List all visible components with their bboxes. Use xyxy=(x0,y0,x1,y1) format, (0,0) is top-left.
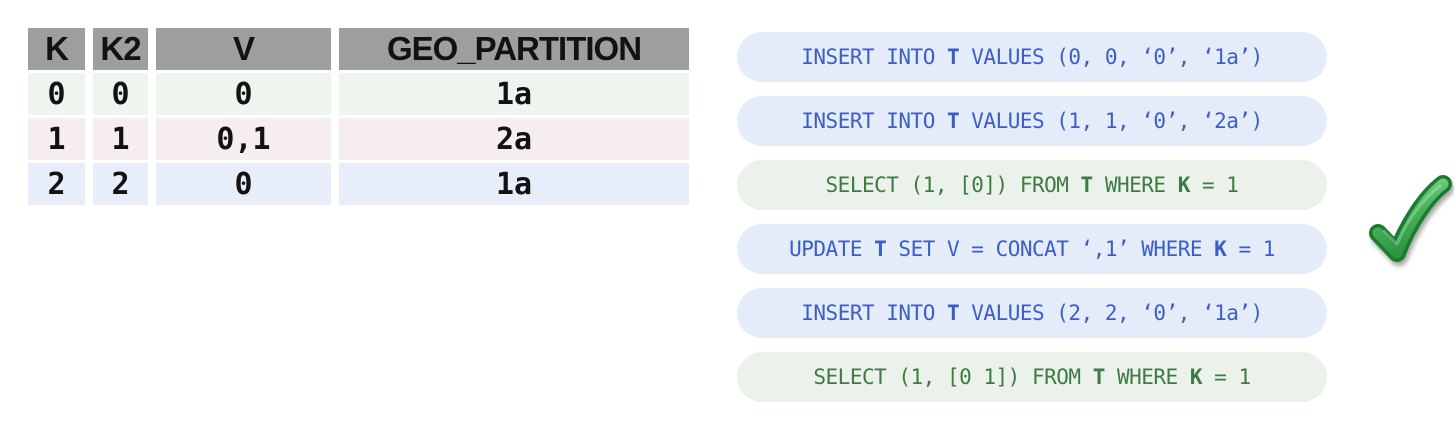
checkmark-svg xyxy=(1369,175,1452,262)
partition-table: K K2 V GEO_PARTITION 0 0 0 1a 1 1 0,1 2a 2 2 0 1a xyxy=(28,28,689,205)
sql-update-concat: UPDATE T SET V = CONCAT ‘,1’ WHERE K = 1 xyxy=(737,224,1327,274)
sql-insert-row1: INSERT INTO T VALUES (1, 1, ‘0’, ‘2a’) xyxy=(737,96,1327,146)
sql-keyword-bold: K xyxy=(1214,237,1227,261)
sql-text: VALUES (0, 0, ‘0’, ‘1a’) xyxy=(959,45,1263,69)
table-cell-r0-k2: 0 xyxy=(93,73,148,115)
table-cell-r0-geo_partition: 1a xyxy=(339,73,689,115)
table-cell-r2-geo_partition: 1a xyxy=(339,163,689,205)
sql-select-single: SELECT (1, [0]) FROM T WHERE K = 1 xyxy=(737,160,1327,210)
table-cell-r1-geo_partition: 2a xyxy=(339,118,689,160)
column-header-geo_partition: GEO_PARTITION xyxy=(339,28,689,70)
column-header-k2: K2 xyxy=(93,28,148,70)
sql-text: INSERT INTO xyxy=(801,109,947,133)
sql-keyword-bold: T xyxy=(1092,365,1106,389)
sql-text: INSERT INTO xyxy=(801,45,947,69)
sql-text: WHERE xyxy=(1104,365,1190,389)
table-cell-r1-v: 0,1 xyxy=(156,118,331,160)
sql-keyword-bold: T xyxy=(874,237,887,261)
sql-text: = 1 xyxy=(1226,237,1275,261)
sql-text: INSERT INTO xyxy=(801,301,947,325)
sql-text: SELECT (1, [0 1]) FROM xyxy=(813,365,1093,389)
sql-keyword-bold: T xyxy=(946,45,960,69)
sql-insert-row2: INSERT INTO T VALUES (2, 2, ‘0’, ‘1a’) xyxy=(737,288,1327,338)
sql-text: = 1 xyxy=(1202,365,1251,389)
sql-text: SELECT (1, [0]) FROM xyxy=(825,173,1081,197)
sql-keyword-bold: T xyxy=(946,109,960,133)
sql-keyword-bold: T xyxy=(946,301,960,325)
sql-statement-list: INSERT INTO T VALUES (0, 0, ‘0’, ‘1a’) IN… xyxy=(737,32,1327,402)
success-checkmark-icon xyxy=(1364,172,1454,274)
sql-text: = 1 xyxy=(1189,173,1239,197)
sql-text: VALUES (2, 2, ‘0’, ‘1a’) xyxy=(959,301,1263,325)
table-cell-r2-k2: 2 xyxy=(93,163,148,205)
sql-keyword-bold: K xyxy=(1177,173,1191,197)
table-cell-r2-v: 0 xyxy=(156,163,331,205)
sql-text: UPDATE xyxy=(789,237,875,261)
column-header-v: V xyxy=(156,28,331,70)
sql-insert-row0: INSERT INTO T VALUES (0, 0, ‘0’, ‘1a’) xyxy=(737,32,1327,82)
sql-keyword-bold: T xyxy=(1080,173,1094,197)
table-cell-r1-k2: 1 xyxy=(93,118,148,160)
sql-text: SET V = CONCAT ‘,1’ WHERE xyxy=(886,237,1215,261)
table-cell-r2-k: 2 xyxy=(28,163,85,205)
column-header-k: K xyxy=(28,28,85,70)
sql-text: VALUES (1, 1, ‘0’, ‘2a’) xyxy=(959,109,1263,133)
sql-keyword-bold: K xyxy=(1189,365,1203,389)
table-cell-r0-k: 0 xyxy=(28,73,85,115)
sql-text: WHERE xyxy=(1092,173,1178,197)
table-cell-r1-k: 1 xyxy=(28,118,85,160)
table-cell-r0-v: 0 xyxy=(156,73,331,115)
sql-select-list: SELECT (1, [0 1]) FROM T WHERE K = 1 xyxy=(737,352,1327,402)
